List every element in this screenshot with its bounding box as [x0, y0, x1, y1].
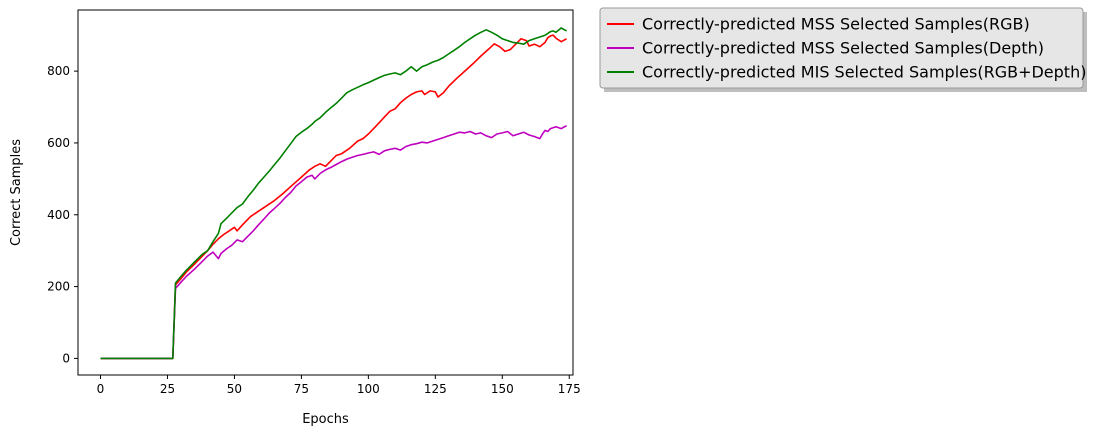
- x-tick-label: 175: [558, 382, 581, 396]
- plot-frame: [77, 9, 574, 376]
- x-tick-label: 50: [227, 382, 242, 396]
- series-line-rgb-depth: [100, 27, 567, 360]
- legend-box: [599, 7, 1084, 89]
- y-tick-label: 400: [47, 208, 70, 222]
- legend-label-depth: Correctly-predicted MSS Selected Samples…: [642, 39, 1044, 58]
- y-tick-label: 800: [47, 64, 70, 78]
- x-tick-label: 125: [424, 382, 447, 396]
- legend-label-rgb: Correctly-predicted MSS Selected Samples…: [642, 15, 1030, 34]
- legend: Correctly-predicted MSS Selected Samples…: [599, 7, 1087, 92]
- x-axis-label: Epochs: [302, 412, 349, 427]
- series-line-rgb: [100, 34, 567, 360]
- y-axis-label: Correct Samples: [9, 139, 24, 246]
- series-line-depth: [100, 124, 567, 360]
- legend-label-rgb-depth: Correctly-predicted MIS Selected Samples…: [642, 63, 1086, 82]
- x-tick-label: 100: [357, 382, 380, 396]
- x-tick-label: 75: [294, 382, 309, 396]
- x-tick-label: 25: [160, 382, 175, 396]
- y-tick-label: 600: [47, 136, 70, 150]
- y-tick-label: 0: [62, 351, 70, 365]
- y-tick-label: 200: [47, 280, 70, 294]
- y-axis-ticks: 0 200 400 600 800: [47, 64, 78, 365]
- x-axis-ticks: 0 25 50 75 100 125 150 175: [97, 375, 581, 396]
- x-tick-label: 0: [97, 382, 105, 396]
- plot-area: [100, 27, 567, 360]
- x-tick-label: 150: [491, 382, 514, 396]
